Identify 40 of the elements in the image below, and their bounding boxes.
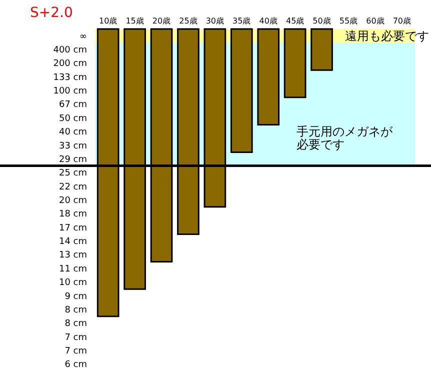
chart-title: S+2.0 <box>30 5 73 21</box>
text: 8 cm <box>64 319 87 330</box>
text: 11 cm <box>58 264 87 274</box>
text: 22 cm <box>58 182 87 192</box>
text: 29 cm <box>58 154 87 165</box>
text: 7 cm <box>64 346 87 356</box>
band-label: 手元用のメガネが必要です <box>296 124 394 152</box>
text: ∞ <box>80 32 87 42</box>
x-tick-label: 30歳 <box>206 16 224 26</box>
text: 67 cm <box>58 100 87 110</box>
text: 13 cm <box>58 250 87 261</box>
x-tick-label: 15歳 <box>126 16 144 26</box>
text: 17 cm <box>58 223 87 234</box>
text: 7 cm <box>64 332 87 343</box>
text: 400 cm <box>53 46 87 56</box>
x-tick-label: 50歳 <box>312 16 331 26</box>
x-tick-label: 10歳 <box>98 16 118 26</box>
text: 8 cm <box>64 305 87 316</box>
x-tick-label: 20歳 <box>152 16 171 26</box>
x-tick-label: 25歳 <box>179 16 198 26</box>
x-tick-label: 70歳 <box>392 16 412 26</box>
text: 18 cm <box>58 210 87 220</box>
text: 6 cm <box>64 360 87 370</box>
text: 200 cm <box>53 59 87 70</box>
x-tick-label: 55歳 <box>339 16 358 26</box>
text: 9 cm <box>64 292 87 302</box>
text: 25 cm <box>58 168 87 179</box>
text: 100 cm <box>53 86 87 97</box>
x-tick-label: 35歳 <box>232 16 251 26</box>
x-tick-label: 40歳 <box>259 16 278 26</box>
text: 50 cm <box>58 114 87 124</box>
x-tick-label: 60歳 <box>366 16 384 26</box>
text: 14 cm <box>58 237 87 248</box>
text: 40 cm <box>58 128 87 138</box>
band-label: 遠用も必要です <box>345 28 429 43</box>
text: 33 cm <box>58 141 87 152</box>
text: 20 cm <box>58 196 87 206</box>
x-tick-label: 45歳 <box>286 16 304 26</box>
text: 10 cm <box>58 278 87 288</box>
text: 133 cm <box>53 72 87 83</box>
